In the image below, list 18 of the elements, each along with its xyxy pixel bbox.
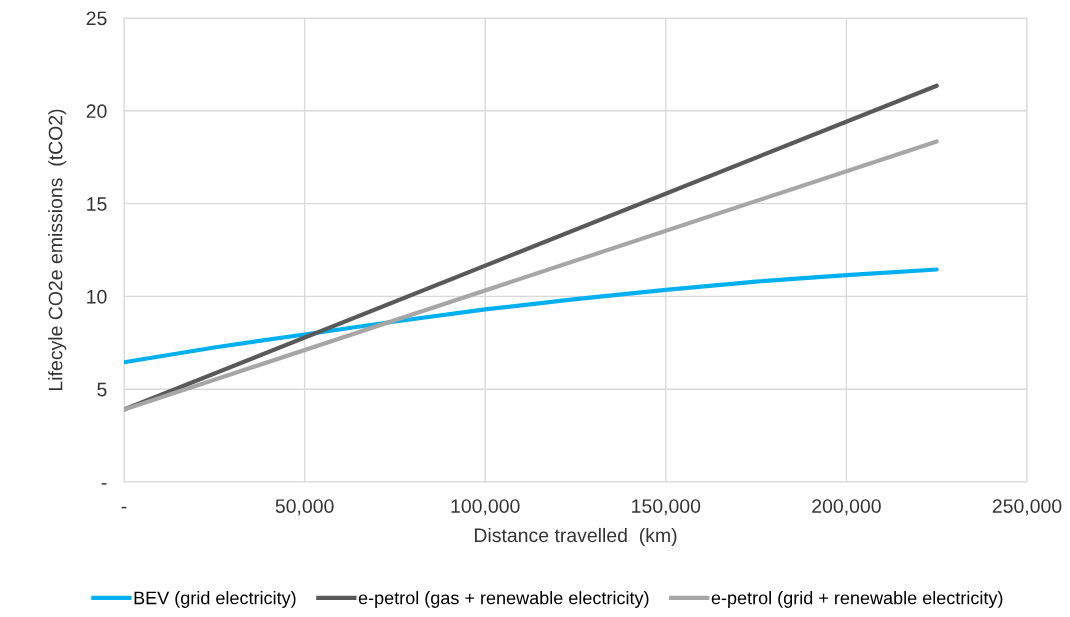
x-axis-title: Distance travelled (km) xyxy=(474,527,677,547)
x-tick-label: 200,000 xyxy=(812,499,881,516)
y-tick-label: 10 xyxy=(87,289,107,304)
legend-label: BEV (grid electricity) xyxy=(134,591,296,608)
y-tick-label: 25 xyxy=(86,11,107,26)
x-tick-label: 150,000 xyxy=(632,499,701,516)
y-tick-label: 15 xyxy=(87,197,107,211)
legend-label: e-petrol (grid + renewable electricity) xyxy=(711,591,1003,608)
y-tick-label: - xyxy=(101,483,107,485)
x-tick-label: 50,000 xyxy=(275,499,334,516)
y-axis-title: Lifecyle CO2e emissions (tCO2) xyxy=(48,109,67,390)
line-series xyxy=(124,267,939,365)
x-tick-label: 100,000 xyxy=(451,499,520,516)
x-tick-label: 250,000 xyxy=(992,499,1062,516)
x-tick-label: - xyxy=(121,506,127,509)
y-tick-label: 5 xyxy=(97,382,107,397)
legend-label: e-petrol (gas + renewable electricity) xyxy=(358,591,649,608)
y-tick-label: 20 xyxy=(86,104,107,119)
